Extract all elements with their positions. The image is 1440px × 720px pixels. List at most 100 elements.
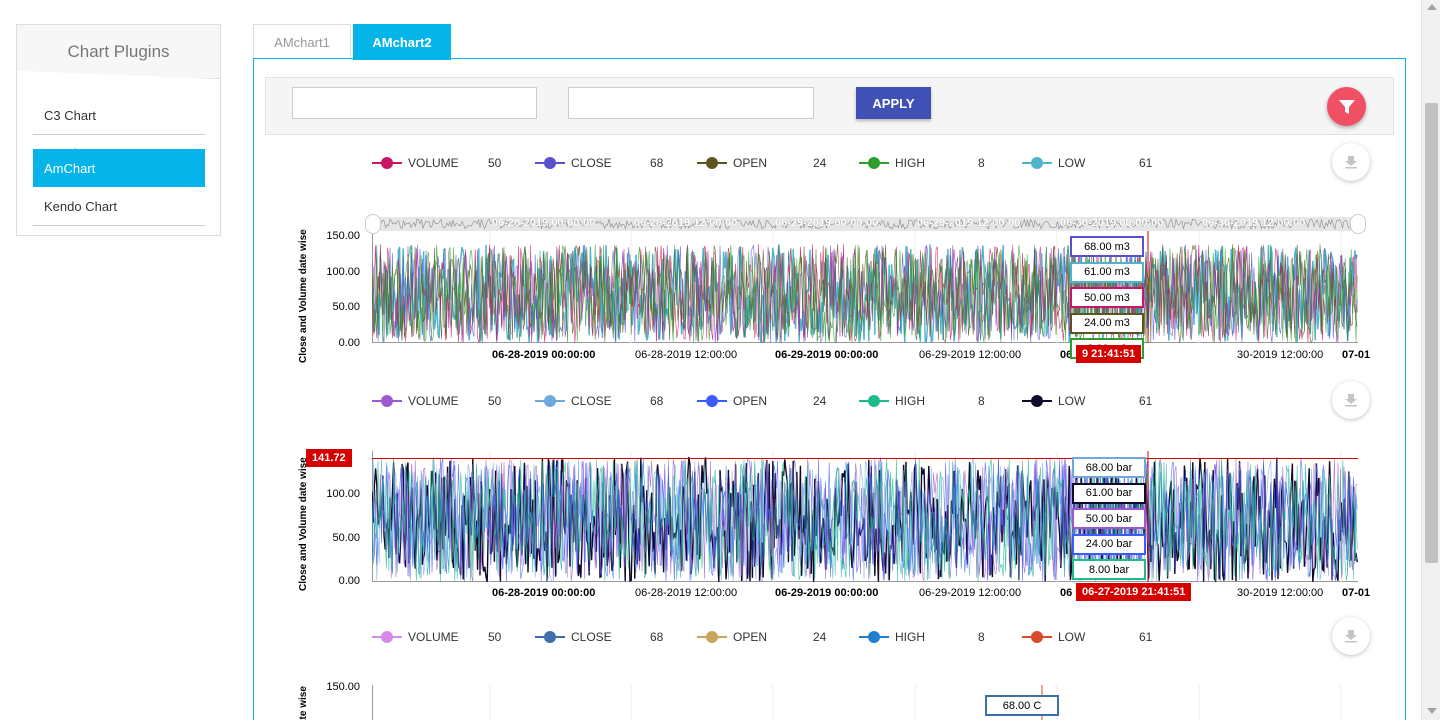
legend-marker-icon xyxy=(535,153,565,173)
scrollbar-date-label: 06-28-2019 12:00:00 xyxy=(634,217,738,229)
scrollbar-grip-right[interactable] xyxy=(1350,214,1366,234)
value-tooltip: 50.00 bar xyxy=(1072,508,1146,529)
chart-legend: VOLUME 50 CLOSE 68 OPEN 24 HIGH 8 LOW 61 xyxy=(258,627,1401,647)
y-tick-label: 150.00 xyxy=(326,230,360,242)
download-button[interactable] xyxy=(1332,617,1370,655)
legend-item[interactable]: CLOSE xyxy=(535,153,612,173)
legend-label: HIGH xyxy=(895,394,925,408)
legend-item[interactable]: VOLUME xyxy=(372,391,459,411)
tab-amchart1[interactable]: AMchart1 xyxy=(253,24,351,60)
page-scrollbar[interactable] xyxy=(1421,0,1440,720)
y-tick-label: 50.00 xyxy=(332,532,360,544)
legend-label: VOLUME xyxy=(408,394,459,408)
scrollbar-preview xyxy=(372,218,1358,230)
legend-label: CLOSE xyxy=(571,156,612,170)
value-tooltip: 24.00 m3 xyxy=(1070,312,1144,334)
legend-value: 8 xyxy=(978,394,985,408)
legend-item[interactable]: VOLUME xyxy=(372,627,459,647)
sidebar-item-amchart[interactable]: AmChart xyxy=(33,149,205,187)
tab-amchart2[interactable]: AMchart2 xyxy=(353,24,451,60)
legend-label: VOLUME xyxy=(408,156,459,170)
legend-value: 61 xyxy=(1139,630,1153,644)
scrollbar-date-label: 06-30-2019 00:00:00 xyxy=(1060,217,1164,229)
scrollbar-date-label: 06-30-2019 12:00:00 xyxy=(1202,217,1306,229)
legend-marker-icon xyxy=(1022,153,1052,173)
legend-marker-icon xyxy=(372,153,402,173)
scroll-up-arrow-icon[interactable] xyxy=(1427,4,1437,10)
chart-legend: VOLUME 50 CLOSE 68 OPEN 24 HIGH 8 LOW 61 xyxy=(258,391,1401,411)
legend-item[interactable]: OPEN xyxy=(697,391,767,411)
value-tooltip: 68.00 m3 xyxy=(1070,236,1144,257)
chart-3: VOLUME 50 CLOSE 68 OPEN 24 HIGH 8 LOW 61 ate wise 1… xyxy=(258,617,1401,720)
legend-value: 68 xyxy=(650,630,664,644)
legend-marker-icon xyxy=(372,627,402,647)
filter-button[interactable] xyxy=(1327,87,1366,126)
legend-label: LOW xyxy=(1058,394,1086,408)
legend-item[interactable]: CLOSE xyxy=(535,627,612,647)
scrollbar-date-label: 06-29-2019 12:00:00 xyxy=(917,217,1021,229)
download-button[interactable] xyxy=(1332,381,1370,419)
legend-marker-icon xyxy=(697,153,727,173)
plot-svg xyxy=(372,685,1342,720)
y-tick-label: 0.00 xyxy=(338,337,360,349)
scrollbar-date-label: 06-29-2019 00:00:00 xyxy=(775,217,879,229)
legend-item[interactable]: HIGH xyxy=(859,391,925,411)
legend-value: 50 xyxy=(488,630,502,644)
chart-legend: VOLUME 50 CLOSE 68 OPEN 24 HIGH 8 LOW 61 xyxy=(258,153,1401,173)
legend-item[interactable]: HIGH xyxy=(859,627,925,647)
download-button[interactable] xyxy=(1332,143,1370,181)
value-tooltip: 68.00 bar xyxy=(1072,457,1146,478)
value-tooltip: 61.00 bar xyxy=(1072,482,1146,504)
x-tick-label: 07-01 xyxy=(1342,349,1371,361)
plot-area xyxy=(372,451,1358,582)
sidebar-item-c3-chart[interactable]: C3 Chart xyxy=(33,97,205,135)
apply-button[interactable]: APPLY xyxy=(856,87,931,119)
plot-svg xyxy=(372,451,1358,582)
legend-value: 8 xyxy=(978,630,985,644)
legend-item[interactable]: OPEN xyxy=(697,153,767,173)
legend-item[interactable]: LOW xyxy=(1022,627,1085,647)
legend-marker-icon xyxy=(697,627,727,647)
chart-1: VOLUME 50 CLOSE 68 OPEN 24 HIGH 8 LOW 61 Close and… xyxy=(258,143,1401,373)
legend-item[interactable]: LOW xyxy=(1022,153,1085,173)
plot-area xyxy=(372,685,1358,720)
sidebar: Chart Plugins C3 Chart D3 Chart AmChart … xyxy=(16,24,221,236)
scrollbar-series xyxy=(372,218,1358,230)
legend-marker-icon xyxy=(372,391,402,411)
legend-marker-icon xyxy=(535,627,565,647)
scrollbar-grip-left[interactable] xyxy=(365,214,381,234)
x-tick-label: 06-28-2019 00:00:00 xyxy=(492,587,596,599)
y-tick-label: 100.00 xyxy=(326,488,360,500)
legend-marker-icon xyxy=(1022,627,1052,647)
chart-scrollbar[interactable]: 06-28-2019 00:00:00 06-28-2019 12:00:00 06… xyxy=(372,217,1358,231)
sidebar-title: Chart Plugins xyxy=(17,25,220,79)
scrollbar-thumb[interactable] xyxy=(1425,103,1438,563)
legend-item[interactable]: HIGH xyxy=(859,153,925,173)
x-tick-label: 30-2019 12:00:00 xyxy=(1237,349,1324,361)
end-date-input[interactable] xyxy=(568,87,814,119)
x-tick-label: 06-29-2019 12:00:00 xyxy=(919,349,1022,361)
value-tooltip: 50.00 m3 xyxy=(1070,287,1144,308)
filter-icon xyxy=(1338,99,1355,114)
legend-item[interactable]: LOW xyxy=(1022,391,1085,411)
legend-value: 24 xyxy=(813,394,827,408)
legend-item[interactable]: VOLUME xyxy=(372,153,459,173)
series-line xyxy=(372,244,1358,343)
start-date-input[interactable] xyxy=(292,87,537,119)
y-tick-label: 50.00 xyxy=(332,301,360,313)
x-tick-label: 30-2019 12:00:00 xyxy=(1237,587,1324,599)
scroll-down-arrow-icon[interactable] xyxy=(1427,708,1437,714)
tab-panel xyxy=(253,58,1406,720)
x-tick-label: 06-28-2019 12:00:00 xyxy=(635,349,738,361)
cursor-date-label: 9 21:41:51 xyxy=(1076,345,1142,363)
download-icon xyxy=(1345,394,1357,407)
download-icon xyxy=(1345,630,1357,643)
legend-marker-icon xyxy=(859,153,889,173)
legend-label: CLOSE xyxy=(571,630,612,644)
legend-item[interactable]: OPEN xyxy=(697,627,767,647)
x-tick-label: 06-29-2019 00:00:00 xyxy=(775,587,879,599)
sidebar-item-kendo-chart[interactable]: Kendo Chart xyxy=(33,188,205,226)
legend-item[interactable]: CLOSE xyxy=(535,391,612,411)
x-tick-label: 06-28-2019 12:00:00 xyxy=(635,587,738,599)
legend-label: HIGH xyxy=(895,630,925,644)
